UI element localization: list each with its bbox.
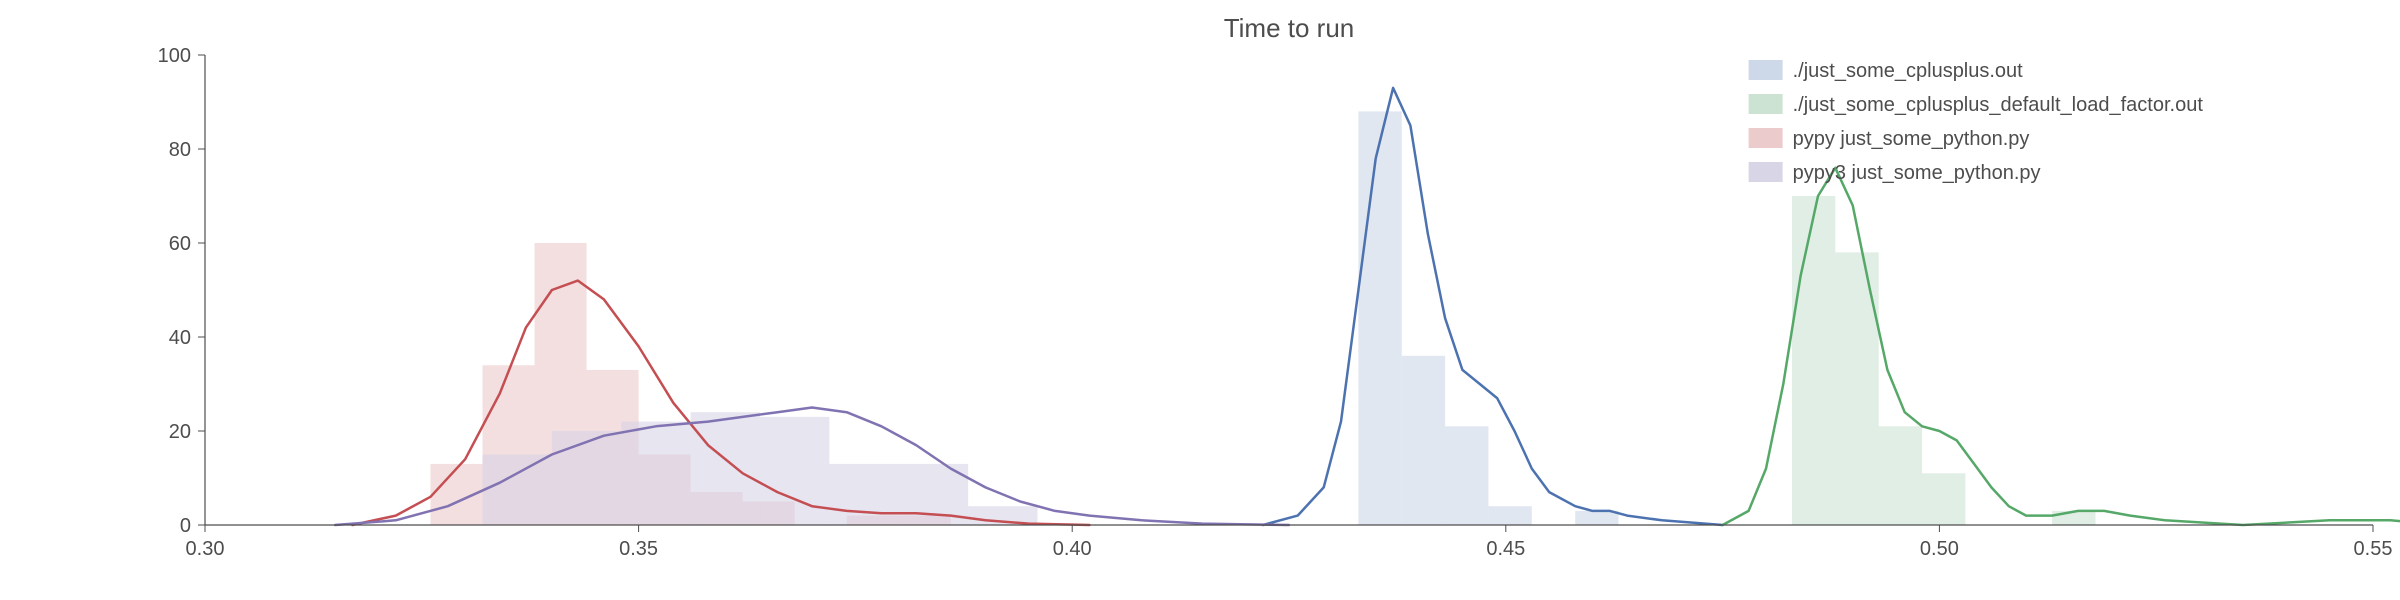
x-tick-label: 0.45 (1486, 538, 1525, 560)
legend-swatch (1749, 162, 1783, 182)
hist-bar (2052, 511, 2095, 525)
x-tick-label: 0.50 (1920, 538, 1959, 560)
hist-bar (760, 417, 829, 525)
hist-bar (1445, 426, 1488, 525)
y-tick-label: 40 (169, 327, 191, 349)
y-tick-label: 80 (169, 139, 191, 161)
y-tick-label: 20 (169, 421, 191, 443)
hist-bar (621, 422, 690, 525)
hist-bar (1488, 506, 1531, 525)
legend-swatch (1749, 94, 1783, 114)
chart-container: 0.30 0.35 0.40 0.45 0.50 0.55 0 20 40 60 80 100 Time… (0, 0, 2400, 600)
x-tick-label: 0.40 (1053, 538, 1092, 560)
hist-bar (1358, 111, 1401, 525)
legend-label: pypy3 just_some_python.py (1793, 162, 2041, 184)
legend-swatch (1749, 60, 1783, 80)
hist-bar (1792, 196, 1835, 525)
chart-title: Time to run (1224, 13, 1355, 43)
y-tick-label: 0 (180, 515, 191, 537)
legend-label: ./just_some_cplusplus.out (1793, 60, 2024, 82)
legend-label: pypy just_some_python.py (1793, 128, 2030, 150)
hist-bar (1835, 252, 1878, 525)
hist-bar (1402, 356, 1445, 525)
legend-swatch (1749, 128, 1783, 148)
x-tick-label: 0.35 (619, 538, 658, 560)
hist-bar (483, 455, 552, 526)
hist-bar (1922, 473, 1965, 525)
hist-bar (1879, 426, 1922, 525)
x-tick-label: 0.30 (186, 538, 225, 560)
hist-bar (829, 464, 898, 525)
hist-bar (1575, 511, 1618, 525)
histogram-kde-chart: 0.30 0.35 0.40 0.45 0.50 0.55 0 20 40 60 80 100 Time… (0, 0, 2400, 600)
legend-label: ./just_some_cplusplus_default_load_facto… (1793, 94, 2204, 116)
x-tick-label: 0.55 (2354, 538, 2393, 560)
y-tick-label: 100 (158, 45, 191, 67)
y-tick-label: 60 (169, 233, 191, 255)
hist-bar (691, 412, 760, 525)
hist-bar (552, 431, 621, 525)
